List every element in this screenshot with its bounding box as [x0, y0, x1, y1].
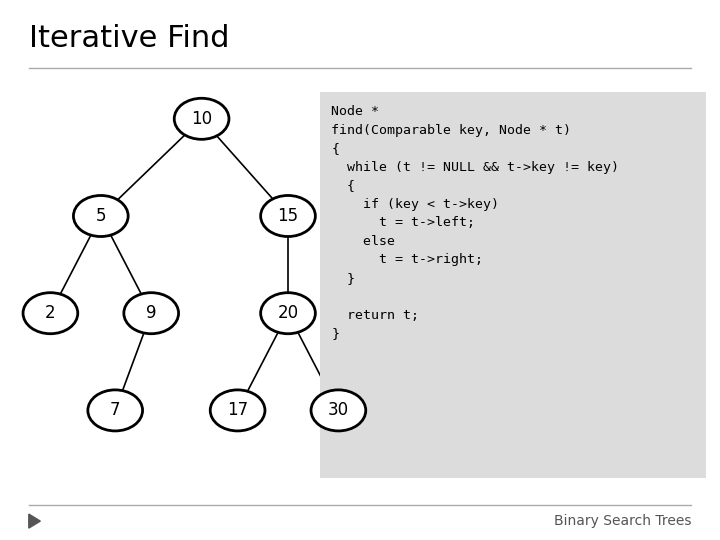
- Text: 20: 20: [277, 304, 299, 322]
- Circle shape: [73, 195, 128, 237]
- FancyBboxPatch shape: [320, 92, 706, 478]
- Circle shape: [261, 293, 315, 334]
- Circle shape: [88, 390, 143, 431]
- Text: 17: 17: [227, 401, 248, 420]
- Text: Node *
find(Comparable key, Node * t)
{
  while (t != NULL && t->key != key)
  {: Node * find(Comparable key, Node * t) { …: [331, 105, 619, 340]
- Text: 9: 9: [146, 304, 156, 322]
- Circle shape: [124, 293, 179, 334]
- Circle shape: [23, 293, 78, 334]
- Text: 5: 5: [96, 207, 106, 225]
- Text: 7: 7: [110, 401, 120, 420]
- Polygon shape: [29, 514, 40, 528]
- Text: Binary Search Trees: Binary Search Trees: [554, 514, 691, 528]
- Circle shape: [311, 390, 366, 431]
- Text: Iterative Find: Iterative Find: [29, 24, 229, 53]
- Text: 2: 2: [45, 304, 55, 322]
- Text: 30: 30: [328, 401, 349, 420]
- Text: 15: 15: [277, 207, 299, 225]
- Circle shape: [261, 195, 315, 237]
- Circle shape: [210, 390, 265, 431]
- Circle shape: [174, 98, 229, 139]
- Text: 10: 10: [191, 110, 212, 128]
